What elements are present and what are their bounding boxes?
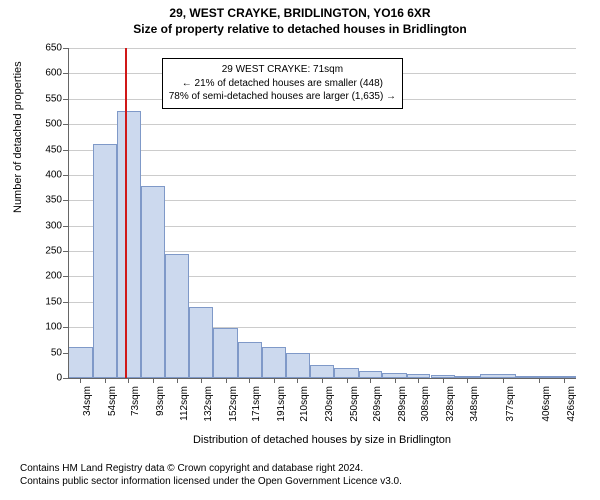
x-tick-label: 93sqm	[155, 386, 166, 436]
x-tick-label: 191sqm	[276, 386, 287, 436]
x-tick-label: 328sqm	[445, 386, 456, 436]
histogram-bar	[213, 328, 238, 378]
x-tick-mark	[370, 378, 371, 383]
x-tick-mark	[503, 378, 504, 383]
x-tick-label: 269sqm	[372, 386, 383, 436]
x-tick-label: 377sqm	[505, 386, 516, 436]
footer-line-1: Contains HM Land Registry data © Crown c…	[20, 462, 402, 475]
x-tick-label: 289sqm	[397, 386, 408, 436]
plot-area: 0501001502002503003504004505005506006503…	[68, 48, 576, 378]
x-tick-label: 426sqm	[566, 386, 577, 436]
x-tick-label: 406sqm	[541, 386, 552, 436]
x-tick-label: 73sqm	[130, 386, 141, 436]
x-tick-mark	[105, 378, 106, 383]
x-tick-mark	[418, 378, 419, 383]
x-tick-mark	[177, 378, 178, 383]
histogram-bar	[334, 368, 359, 378]
x-tick-mark	[297, 378, 298, 383]
x-axis-label: Distribution of detached houses by size …	[68, 434, 576, 446]
chart-container: 29, WEST CRAYKE, BRIDLINGTON, YO16 6XR S…	[0, 0, 600, 500]
x-tick-mark	[347, 378, 348, 383]
gridline	[68, 124, 576, 125]
property-marker-line	[125, 48, 127, 378]
x-tick-mark	[153, 378, 154, 383]
plot-inner: 0501001502002503003504004505005506006503…	[68, 48, 576, 378]
annotation-line: 29 WEST CRAYKE: 71sqm	[169, 63, 396, 77]
x-tick-label: 230sqm	[324, 386, 335, 436]
x-tick-mark	[467, 378, 468, 383]
annotation-line: 78% of semi-detached houses are larger (…	[169, 90, 396, 104]
y-axis-line	[68, 48, 69, 378]
x-tick-label: 348sqm	[469, 386, 480, 436]
x-tick-mark	[564, 378, 565, 383]
histogram-bar	[286, 353, 309, 378]
x-tick-mark	[322, 378, 323, 383]
x-tick-label: 54sqm	[107, 386, 118, 436]
x-tick-mark	[443, 378, 444, 383]
histogram-bar	[310, 365, 335, 378]
histogram-bar	[141, 186, 166, 378]
x-tick-mark	[539, 378, 540, 383]
gridline	[68, 48, 576, 49]
gridline	[68, 150, 576, 151]
x-tick-mark	[395, 378, 396, 383]
x-tick-label: 112sqm	[179, 386, 190, 436]
x-tick-mark	[128, 378, 129, 383]
title-line-2: Size of property relative to detached ho…	[0, 22, 600, 38]
chart-title: 29, WEST CRAYKE, BRIDLINGTON, YO16 6XR S…	[0, 0, 600, 37]
histogram-bar	[93, 144, 118, 378]
footer: Contains HM Land Registry data © Crown c…	[20, 462, 402, 488]
histogram-bar	[189, 307, 214, 378]
histogram-bar	[359, 371, 382, 378]
x-tick-mark	[80, 378, 81, 383]
histogram-bar	[262, 347, 287, 378]
histogram-bar	[68, 347, 93, 378]
x-tick-label: 34sqm	[82, 386, 93, 436]
x-tick-label: 250sqm	[349, 386, 360, 436]
x-tick-mark	[274, 378, 275, 383]
gridline	[68, 175, 576, 176]
x-tick-label: 152sqm	[228, 386, 239, 436]
annotation-line: ← 21% of detached houses are smaller (44…	[169, 77, 396, 91]
histogram-bar	[238, 342, 261, 378]
annotation-box: 29 WEST CRAYKE: 71sqm← 21% of detached h…	[162, 58, 403, 109]
title-line-1: 29, WEST CRAYKE, BRIDLINGTON, YO16 6XR	[0, 6, 600, 22]
footer-line-2: Contains public sector information licen…	[20, 475, 402, 488]
x-tick-mark	[201, 378, 202, 383]
x-tick-label: 210sqm	[299, 386, 310, 436]
x-tick-mark	[226, 378, 227, 383]
x-tick-label: 171sqm	[251, 386, 262, 436]
histogram-bar	[117, 111, 140, 378]
x-tick-label: 132sqm	[203, 386, 214, 436]
histogram-bar	[165, 254, 188, 378]
x-tick-mark	[249, 378, 250, 383]
x-tick-label: 308sqm	[420, 386, 431, 436]
